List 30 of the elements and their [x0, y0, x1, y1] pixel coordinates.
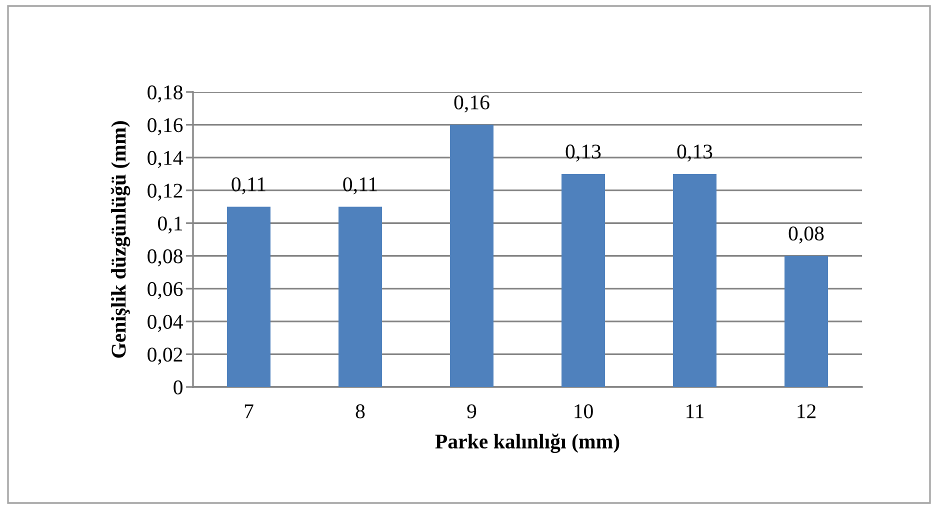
y-tick-label: 0,08	[148, 249, 182, 266]
y-axis-title: Genişlik düzgünlüğü (mm)	[110, 121, 130, 358]
y-tick-label: 0,12	[148, 184, 182, 201]
data-label: 0,13	[677, 144, 712, 162]
data-label: 0,08	[788, 226, 824, 244]
x-tick-label: 12	[798, 404, 816, 418]
y-tick-label: 0	[174, 380, 182, 394]
y-tick-label: 0,02	[148, 348, 182, 365]
bar	[784, 256, 828, 387]
y-tick-label: 0,18	[148, 85, 182, 102]
bar	[673, 174, 716, 387]
bar	[450, 124, 494, 387]
y-tick-label: 0,14	[148, 150, 183, 168]
bar	[338, 206, 382, 387]
data-label: 0,11	[343, 177, 377, 194]
x-tick-label: 11	[686, 404, 704, 418]
x-tick-label: 9	[467, 404, 476, 418]
x-tick-label: 10	[574, 404, 593, 418]
bar	[562, 174, 605, 387]
y-tick-label: 0,1	[158, 216, 182, 234]
data-label: 0,11	[232, 177, 266, 194]
x-axis-title: Parke kalınlığı (mm)	[435, 434, 620, 453]
y-tick-label: 0,16	[148, 118, 183, 136]
data-label: 0,16	[454, 95, 490, 112]
bar	[227, 206, 270, 387]
x-tick-label: 7	[244, 404, 254, 418]
y-tick-label: 0,04	[148, 314, 183, 332]
x-tick-label: 8	[356, 404, 365, 418]
data-label: 0,13	[566, 144, 601, 162]
y-tick-label: 0,06	[148, 282, 183, 300]
